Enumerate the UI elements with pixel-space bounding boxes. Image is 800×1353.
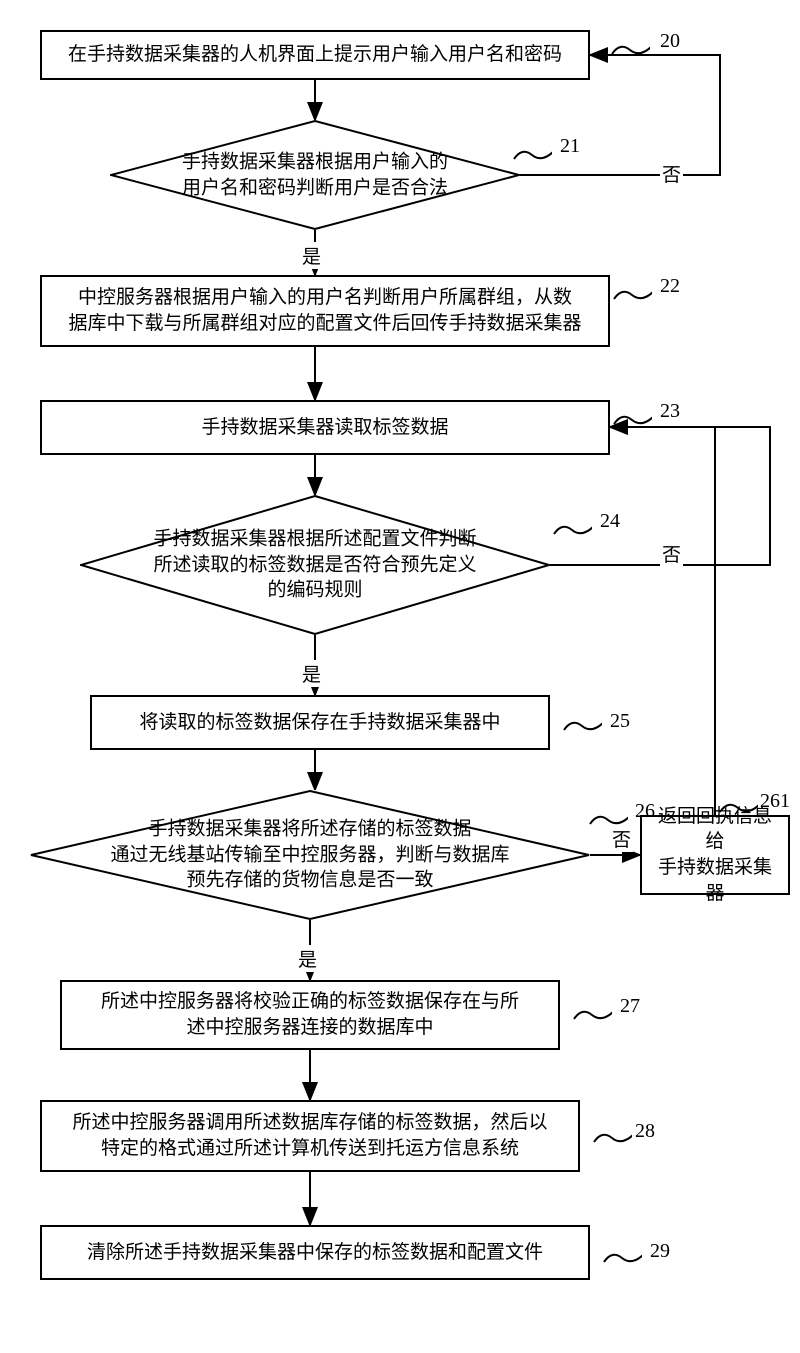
flow-decision-n24: 手持数据采集器根据所述配置文件判断所述读取的标签数据是否符合预先定义的编码规则	[80, 495, 550, 635]
lead-squiggle	[588, 812, 628, 826]
flow-box-text: 所述中控服务器将校验正确的标签数据保存在与所述中控服务器连接的数据库中	[101, 989, 519, 1040]
lead-squiggle	[512, 147, 552, 161]
step-number-s27: 27	[620, 995, 640, 1018]
step-number-s25: 25	[610, 710, 630, 733]
edge-label-no26: 否	[610, 825, 633, 852]
flow-decision-n26: 手持数据采集器将所述存储的标签数据通过无线基站传输至中控服务器，判断与数据库预先…	[30, 790, 590, 920]
edge-label-yes26: 是	[296, 945, 319, 972]
lead-squiggle	[610, 42, 650, 56]
step-number-s23: 23	[660, 400, 680, 423]
lead-squiggle	[718, 800, 758, 814]
step-number-s28: 28	[635, 1120, 655, 1143]
step-number-s22: 22	[660, 275, 680, 298]
flow-box-n29: 清除所述手持数据采集器中保存的标签数据和配置文件	[40, 1225, 590, 1280]
flow-box-text: 清除所述手持数据采集器中保存的标签数据和配置文件	[87, 1240, 543, 1266]
edge-label-no21: 否	[660, 160, 683, 187]
flow-box-n22: 中控服务器根据用户输入的用户名判断用户所属群组，从数据库中下载与所属群组对应的配…	[40, 275, 610, 347]
flow-decision-text: 手持数据采集器将所述存储的标签数据通过无线基站传输至中控服务器，判断与数据库预先…	[30, 817, 590, 894]
lead-squiggle	[602, 1250, 642, 1264]
edge-label-yes21: 是	[300, 242, 323, 269]
flow-box-n27: 所述中控服务器将校验正确的标签数据保存在与所述中控服务器连接的数据库中	[60, 980, 560, 1050]
lead-squiggle	[592, 1130, 632, 1144]
edge-label-yes24: 是	[300, 660, 323, 687]
step-number-s24: 24	[600, 510, 620, 533]
step-number-s21: 21	[560, 135, 580, 158]
lead-squiggle	[562, 718, 602, 732]
flow-decision-text: 手持数据采集器根据所述配置文件判断所述读取的标签数据是否符合预先定义的编码规则	[80, 527, 550, 604]
flow-box-text: 手持数据采集器读取标签数据	[201, 415, 448, 441]
flow-box-n261: 返回回执信息给手持数据采集器	[640, 815, 790, 895]
flow-box-n23: 手持数据采集器读取标签数据	[40, 400, 610, 455]
lead-squiggle	[572, 1007, 612, 1021]
flow-box-text: 返回回执信息给手持数据采集器	[656, 804, 774, 907]
flow-box-text: 所述中控服务器调用所述数据库存储的标签数据，然后以特定的格式通过所述计算机传送到…	[72, 1110, 547, 1161]
step-number-s261: 261	[760, 790, 790, 813]
flow-box-text: 中控服务器根据用户输入的用户名判断用户所属群组，从数据库中下载与所属群组对应的配…	[68, 285, 581, 336]
flow-box-text: 将读取的标签数据保存在手持数据采集器中	[139, 710, 500, 736]
lead-squiggle	[612, 287, 652, 301]
step-number-s26: 26	[635, 800, 655, 823]
flow-decision-text: 手持数据采集器根据用户输入的用户名和密码判断用户是否合法	[110, 149, 520, 200]
flow-box-n25: 将读取的标签数据保存在手持数据采集器中	[90, 695, 550, 750]
lead-squiggle	[612, 412, 652, 426]
flow-box-n28: 所述中控服务器调用所述数据库存储的标签数据，然后以特定的格式通过所述计算机传送到…	[40, 1100, 580, 1172]
flow-box-n20: 在手持数据采集器的人机界面上提示用户输入用户名和密码	[40, 30, 590, 80]
lead-squiggle	[552, 522, 592, 536]
step-number-s20: 20	[660, 30, 680, 53]
flow-box-text: 在手持数据采集器的人机界面上提示用户输入用户名和密码	[68, 42, 562, 68]
flow-decision-n21: 手持数据采集器根据用户输入的用户名和密码判断用户是否合法	[110, 120, 520, 230]
step-number-s29: 29	[650, 1240, 670, 1263]
edge-label-no24: 否	[660, 540, 683, 567]
